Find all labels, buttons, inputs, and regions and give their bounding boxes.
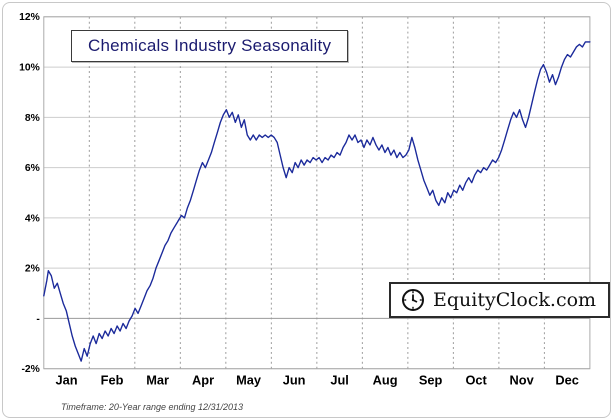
svg-text:Aug: Aug (373, 372, 398, 387)
svg-text:4%: 4% (25, 213, 40, 224)
svg-text:Oct: Oct (465, 372, 487, 387)
svg-text:-: - (36, 314, 40, 325)
svg-text:Sep: Sep (419, 372, 443, 387)
svg-text:2%: 2% (25, 264, 40, 275)
svg-text:Jan: Jan (56, 372, 78, 387)
watermark-text: EquityClock.com (433, 289, 597, 311)
svg-text:Jun: Jun (283, 372, 306, 387)
svg-text:-2%: -2% (21, 364, 39, 375)
svg-text:Jul: Jul (330, 372, 349, 387)
svg-text:Feb: Feb (101, 372, 124, 387)
chart-title: Chemicals Industry Seasonality (71, 30, 349, 62)
svg-text:Dec: Dec (555, 372, 578, 387)
clock-icon (402, 289, 424, 311)
svg-text:8%: 8% (25, 113, 40, 124)
svg-text:Mar: Mar (146, 372, 169, 387)
equityclock-watermark[interactable]: EquityClock.com (389, 282, 610, 318)
svg-text:Apr: Apr (192, 372, 214, 387)
svg-text:Nov: Nov (510, 372, 535, 387)
svg-text:6%: 6% (25, 163, 40, 174)
seasonality-line-chart: 12% 10% 8% 6% 4% 2% - -2% Jan Feb Mar Apr May Jun Jul A… (19, 12, 591, 387)
svg-text:May: May (236, 372, 262, 387)
svg-text:10%: 10% (19, 63, 40, 74)
timeframe-note: Timeframe: 20-Year range ending 12/31/20… (61, 402, 244, 412)
svg-text:12%: 12% (19, 12, 40, 23)
